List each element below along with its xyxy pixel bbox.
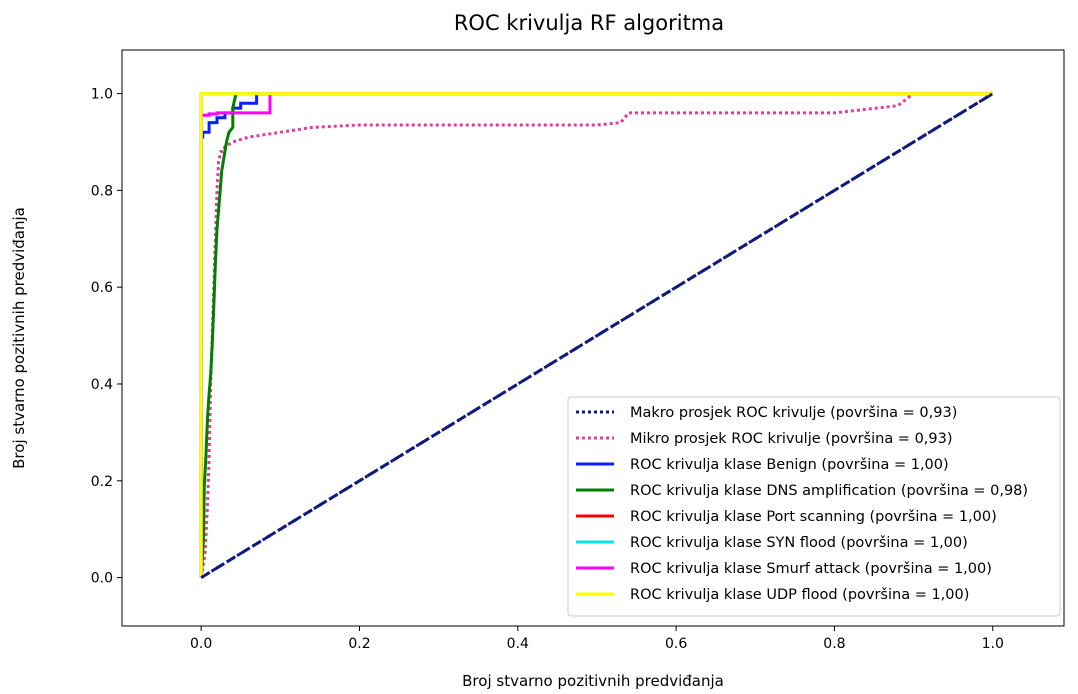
- legend-entry-class: DNS amplification: [766, 483, 900, 499]
- legend-entry-area: (površina = 1,00): [865, 561, 992, 577]
- axis-ticks: 0.0 0.2 0.4 0.6 0.8 1.0 0.0 0.2 0.4 0.6 0.8 1.0: [91, 87, 1004, 652]
- legend-entry-prefix: ROC krivulja klase: [630, 561, 766, 577]
- x-tick-label: 1.0: [982, 636, 1004, 652]
- legend-entry-prefix: ROC krivulja klase: [630, 483, 766, 499]
- plot-area: [199, 92, 994, 579]
- series-line-7: [199, 92, 993, 578]
- reference-diagonal-line: [200, 92, 994, 579]
- x-tick-label: 0.0: [190, 636, 212, 652]
- legend-box: [567, 396, 1061, 617]
- legend-entry-prefix: Makro prosjek ROC krivulje: [630, 405, 830, 421]
- y-tick-label: 0.6: [91, 280, 113, 296]
- legend-entry-prefix: ROC krivulja klase: [630, 509, 766, 525]
- y-tick-label: 1.0: [91, 87, 113, 103]
- legend-entry-label: ROC krivulja klase SYN flood (površina =…: [630, 535, 968, 551]
- legend-entry-prefix: ROC krivulja klase: [630, 587, 766, 603]
- legend: Makro prosjek ROC krivulje (površina = 0…: [567, 396, 1061, 617]
- y-tick-label: 0.0: [91, 571, 113, 587]
- y-axis-label: Broj stvarno pozitivnih predviđanja: [10, 207, 28, 469]
- legend-entry-prefix: ROC krivulja klase: [630, 535, 766, 551]
- legend-entry-label: Mikro prosjek ROC krivulje (površina = 0…: [630, 431, 953, 447]
- legend-entry-label: ROC krivulja klase DNS amplification (po…: [630, 483, 1028, 499]
- plot-frame: [121, 49, 1065, 627]
- y-tick-label: 0.2: [91, 474, 113, 490]
- x-tick-label: 0.6: [665, 636, 687, 652]
- legend-entry-label: ROC krivulja klase UDP flood (površina =…: [630, 587, 969, 603]
- legend-entry-prefix: Mikro prosjek ROC krivulje: [630, 431, 825, 447]
- y-tick-label: 0.8: [91, 183, 113, 199]
- legend-entry-area: (površina = 1,00): [870, 509, 997, 525]
- chart-title: ROC krivulja RF algoritma: [454, 11, 724, 35]
- legend-entry-class: SYN flood: [766, 535, 840, 551]
- y-tick-label: 0.4: [91, 377, 113, 393]
- legend-entry-label: ROC krivulja klase Smurf attack (površin…: [630, 561, 992, 577]
- legend-entry-prefix: ROC krivulja klase: [630, 457, 766, 473]
- legend-entry-class: Smurf attack: [766, 561, 864, 577]
- x-tick-label: 0.2: [348, 636, 370, 652]
- legend-entry-label: ROC krivulja klase Port scanning (površi…: [630, 509, 997, 525]
- x-tick-label: 0.8: [823, 636, 845, 652]
- x-tick-label: 0.4: [507, 636, 529, 652]
- legend-entry-class: Port scanning: [766, 509, 869, 525]
- series-line-6: [199, 92, 993, 578]
- legend-entry-area: (površina = 1,00): [841, 535, 968, 551]
- legend-entry-label: Makro prosjek ROC krivulje (površina = 0…: [630, 405, 957, 421]
- series-line-0: [200, 92, 994, 579]
- legend-entry-area: (površina = 0,93): [830, 405, 957, 421]
- legend-entry-class: Benign: [766, 457, 821, 473]
- x-axis-label: Broj stvarno pozitivnih predviđanja: [462, 672, 724, 690]
- legend-entry-area: (površina = 1,00): [821, 457, 948, 473]
- legend-entry-label: ROC krivulja klase Benign (površina = 1,…: [630, 457, 949, 473]
- legend-entry-area: (površina = 0,93): [825, 431, 952, 447]
- legend-entry-area: (površina = 1,00): [842, 587, 969, 603]
- series-line-3: [199, 93, 238, 578]
- legend-entry-class: UDP flood: [766, 587, 842, 603]
- legend-entry-area: (površina = 0,98): [901, 483, 1028, 499]
